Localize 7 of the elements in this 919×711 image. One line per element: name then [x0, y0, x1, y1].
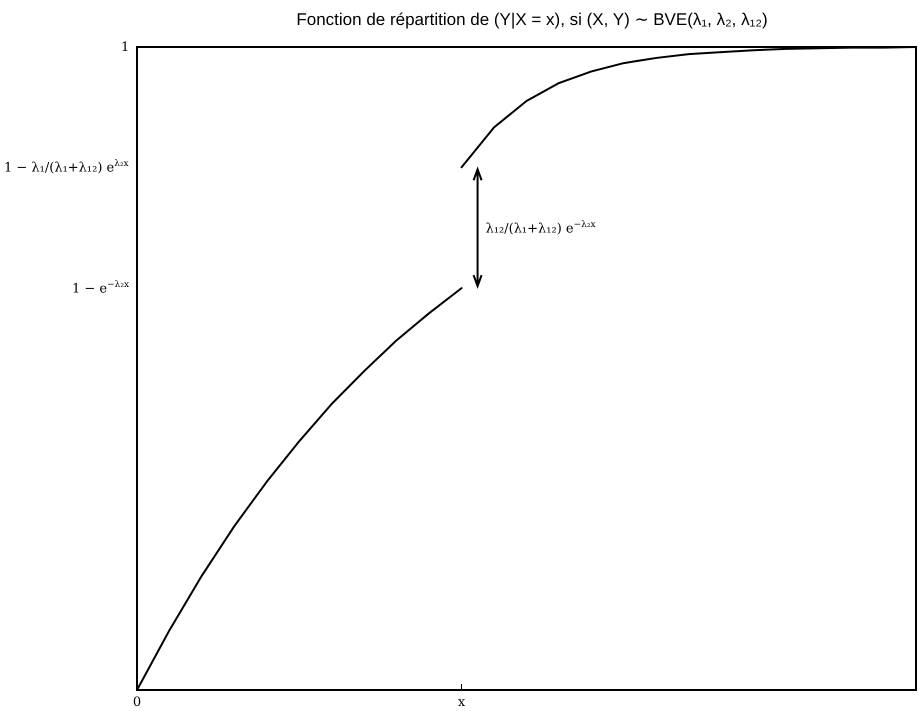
x-tick-label: x	[458, 695, 466, 710]
x-tick-label: 0	[132, 695, 142, 710]
annotation: λ₁₂/(λ₁+λ₁₂) e$^{−λ₂x}$	[486, 220, 596, 236]
text: 1 − e$^{−λ₂x}$	[72, 280, 130, 296]
chart-title: Fonction de répartition de (Y|X = x), si (X, Y) ∼ BVE(λ₁, λ₂, λ₁₂)	[296, 10, 768, 29]
text: 1	[121, 40, 130, 54]
text: 1 − λ₁/(λ₁+λ₁₂) e$^{λ₂x}$	[4, 159, 129, 176]
